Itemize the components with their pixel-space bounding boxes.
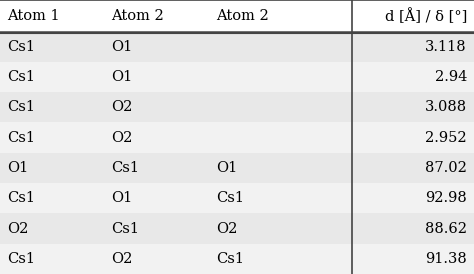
Text: O2: O2: [216, 222, 237, 236]
Text: O1: O1: [111, 40, 133, 54]
Bar: [0, 122, 474, 153]
Text: 3.118: 3.118: [425, 40, 467, 54]
Bar: [0, 183, 474, 213]
Text: O2: O2: [111, 100, 133, 114]
Bar: [0, 62, 474, 92]
Text: O2: O2: [111, 252, 133, 266]
Text: Cs1: Cs1: [7, 252, 35, 266]
Text: 2.952: 2.952: [425, 131, 467, 145]
Text: Cs1: Cs1: [111, 222, 139, 236]
Text: Atom 1: Atom 1: [7, 9, 60, 23]
Text: Cs1: Cs1: [216, 252, 244, 266]
Text: O2: O2: [7, 222, 28, 236]
Bar: [0, 92, 474, 122]
Text: Cs1: Cs1: [7, 100, 35, 114]
Text: 3.088: 3.088: [425, 100, 467, 114]
Text: Cs1: Cs1: [216, 191, 244, 205]
Bar: [0, 0, 474, 32]
Text: 92.98: 92.98: [425, 191, 467, 205]
Text: O2: O2: [111, 131, 133, 145]
Text: O1: O1: [111, 70, 133, 84]
Text: Cs1: Cs1: [7, 70, 35, 84]
Text: Cs1: Cs1: [7, 131, 35, 145]
Text: Atom 2: Atom 2: [111, 9, 164, 23]
Text: d [Å] / δ [°]: d [Å] / δ [°]: [384, 8, 467, 24]
Text: 88.62: 88.62: [425, 222, 467, 236]
Bar: [0, 244, 474, 274]
Text: Cs1: Cs1: [7, 40, 35, 54]
Text: O1: O1: [7, 161, 28, 175]
Bar: [0, 153, 474, 183]
Text: Cs1: Cs1: [111, 161, 139, 175]
Text: 87.02: 87.02: [425, 161, 467, 175]
Text: O1: O1: [216, 161, 237, 175]
Bar: [0, 32, 474, 62]
Bar: [0, 213, 474, 244]
Text: O1: O1: [111, 191, 133, 205]
Text: Cs1: Cs1: [7, 191, 35, 205]
Text: 91.38: 91.38: [425, 252, 467, 266]
Text: Atom 2: Atom 2: [216, 9, 268, 23]
Text: 2.94: 2.94: [435, 70, 467, 84]
